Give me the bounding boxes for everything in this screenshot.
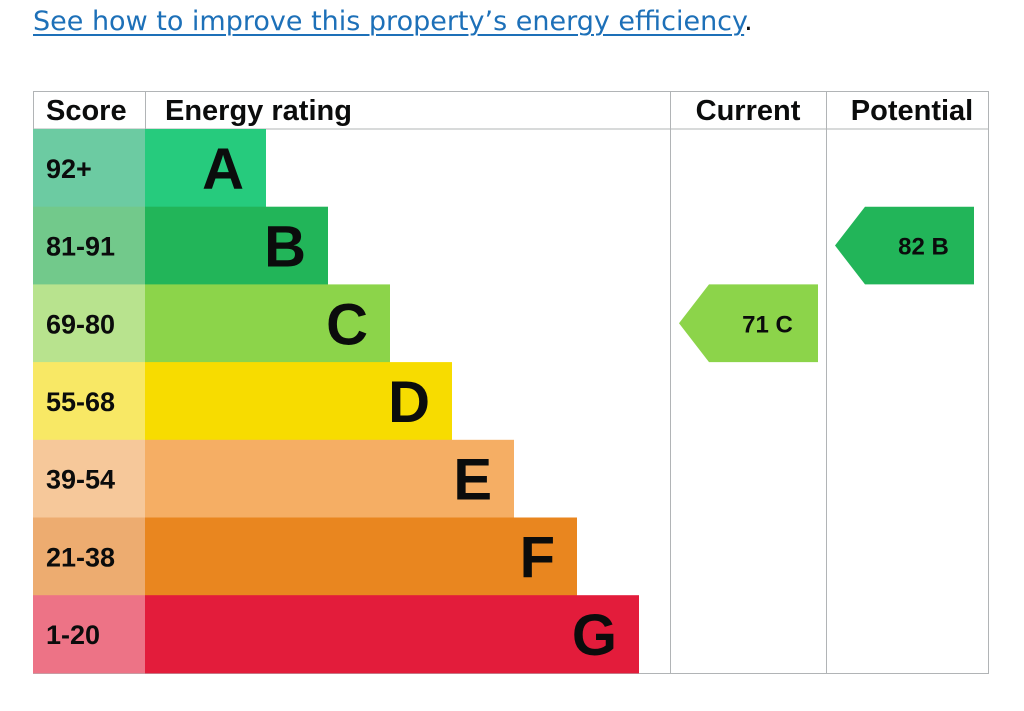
band-letter-e: E <box>453 448 492 513</box>
score-label-g: 1-20 <box>46 620 100 650</box>
header-current: Current <box>696 95 801 127</box>
band-letter-c: C <box>326 292 368 357</box>
band-bar-a <box>145 129 266 208</box>
score-label-a: 92+ <box>46 154 92 184</box>
potential-rating-indicator-label: 82 B <box>898 234 949 261</box>
score-label-f: 21-38 <box>46 542 115 572</box>
link-suffix: . <box>744 6 753 37</box>
score-cell-a <box>33 129 145 208</box>
band-bar-d <box>145 362 452 441</box>
band-bar-f <box>145 517 577 596</box>
band-letter-g: G <box>572 603 617 668</box>
current-rating-indicator <box>679 284 818 363</box>
score-cell-c <box>33 284 145 363</box>
band-bar-g <box>145 595 639 674</box>
band-letter-f: F <box>520 525 555 590</box>
band-letter-a: A <box>202 137 244 202</box>
current-rating-indicator-label: 71 C <box>742 311 793 338</box>
improve-efficiency-line: See how to improve this property’s energ… <box>33 6 753 37</box>
score-label-c: 69-80 <box>46 309 115 339</box>
score-label-b: 81-91 <box>46 232 115 262</box>
band-letter-b: B <box>264 215 306 280</box>
score-cell-e <box>33 439 145 518</box>
band-bar-b <box>145 206 328 285</box>
improve-efficiency-link[interactable]: See how to improve this property’s energ… <box>33 6 745 37</box>
band-bar-c <box>145 284 390 363</box>
header-score: Score <box>46 95 127 127</box>
header-energy-rating: Energy rating <box>165 95 352 127</box>
score-label-d: 55-68 <box>46 387 115 417</box>
score-cell-d <box>33 362 145 441</box>
header-potential: Potential <box>851 95 973 127</box>
score-cell-b <box>33 206 145 285</box>
rating-bands: 92+ A 81-91 B 69-80 C 55-68 D 39-54 E 21-38 F 1-20 G <box>33 129 639 674</box>
band-bar-e <box>145 439 514 518</box>
rating-indicators: 71 C 82 B <box>679 206 974 363</box>
score-cell-f <box>33 517 145 596</box>
score-label-e: 39-54 <box>46 465 115 495</box>
band-letter-d: D <box>388 370 430 435</box>
score-cell-g <box>33 595 145 674</box>
potential-rating-indicator <box>835 206 974 285</box>
